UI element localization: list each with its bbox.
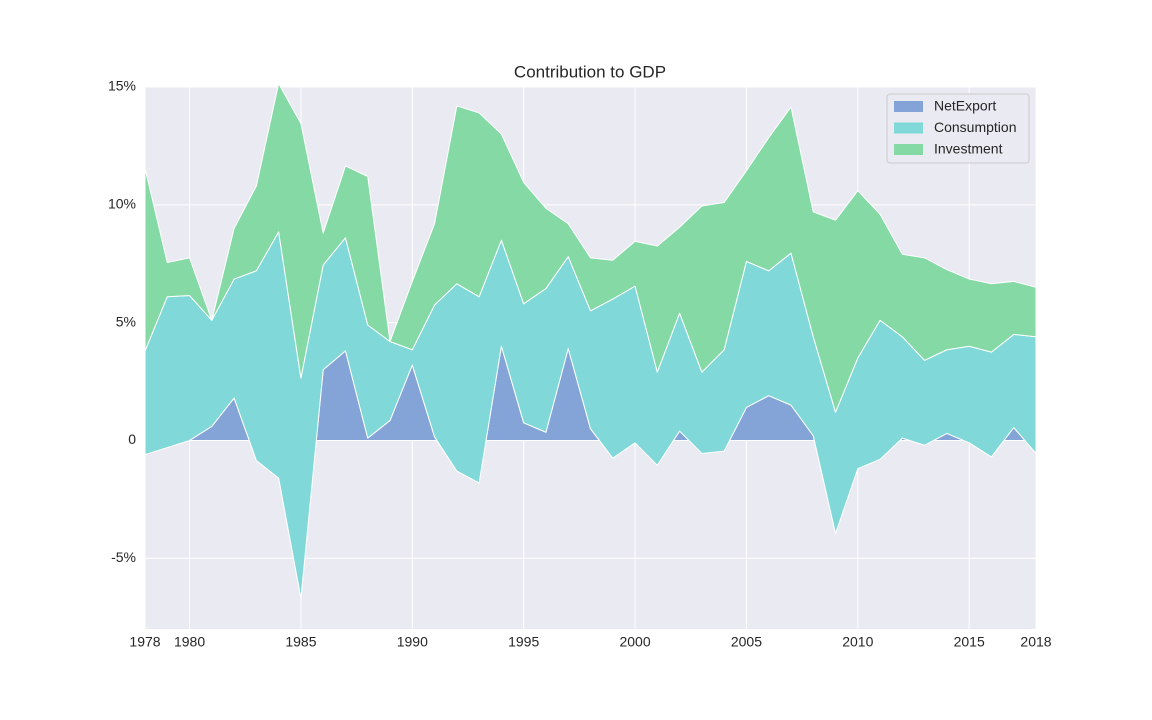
x-tick-label: 1985	[285, 634, 316, 650]
x-tick-label: 2005	[731, 634, 762, 650]
legend: NetExport Consumption Investment	[886, 93, 1030, 164]
legend-swatch	[894, 101, 923, 112]
legend-label: Investment	[934, 141, 1003, 157]
y-tick-label: 10%	[108, 196, 136, 212]
legend-label: NetExport	[934, 98, 996, 114]
y-tick-label: -5%	[111, 549, 136, 565]
legend-label: Consumption	[934, 119, 1017, 135]
y-tick-label: 0	[128, 431, 136, 447]
x-tick-label: 1980	[174, 634, 205, 650]
x-tick-label: 1995	[508, 634, 539, 650]
chart-title: Contribution to GDP	[514, 62, 666, 81]
area	[144, 82, 1037, 413]
y-tick-label: 15%	[108, 78, 136, 94]
x-tick-label: 2018	[1020, 634, 1051, 650]
x-tick-label: 1978	[129, 634, 160, 650]
x-tick-label: 2015	[954, 634, 985, 650]
x-tick-label: 2010	[842, 634, 873, 650]
legend-swatch	[894, 122, 923, 134]
legend-swatch	[894, 144, 923, 155]
y-tick-label: 5%	[116, 313, 136, 329]
x-tick-label: 2000	[619, 634, 650, 650]
x-tick-label: 1990	[397, 634, 428, 650]
